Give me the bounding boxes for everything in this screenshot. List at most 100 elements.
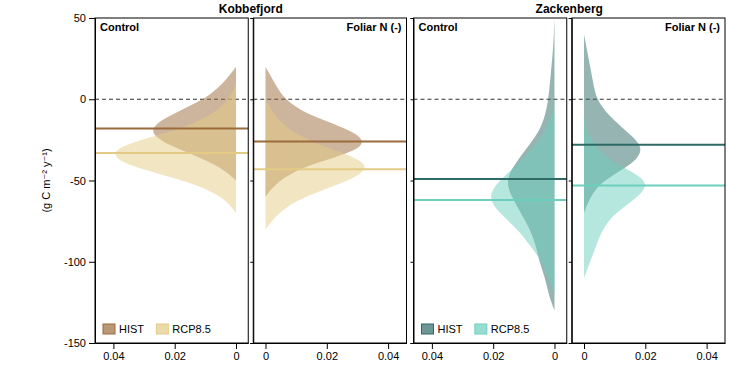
tick-mark <box>411 262 414 263</box>
legend: HIST RCP8.5 <box>422 323 530 335</box>
tick <box>411 343 414 344</box>
legend-swatch <box>156 324 168 334</box>
plot-area <box>253 67 406 230</box>
tick-label: 50 <box>74 12 86 24</box>
density-area <box>491 99 554 294</box>
tick <box>411 18 414 19</box>
legend-swatch <box>475 324 487 334</box>
tick-label: 0.04 <box>103 350 124 362</box>
axis-line <box>414 343 567 344</box>
tick-mark <box>89 181 95 182</box>
group-title: Kobbefjord <box>219 2 283 16</box>
tick-mark <box>250 99 253 100</box>
legend-label: HIST <box>438 323 463 335</box>
tick-mark <box>250 181 253 182</box>
tick <box>250 99 253 100</box>
mean-line <box>572 184 725 186</box>
tick: 0.02 <box>164 343 185 362</box>
panel: 0 0.02 0.04 Foliar N (-) <box>569 18 726 362</box>
tick-mark <box>569 99 572 100</box>
tick: 0 <box>80 93 95 105</box>
tick <box>569 99 572 100</box>
tick-mark <box>89 262 95 263</box>
tick: 0 <box>581 343 587 362</box>
legend-item: RCP8.5 <box>475 323 530 335</box>
tick-mark <box>645 343 646 349</box>
mean-line <box>572 144 725 146</box>
tick: 0 <box>233 343 239 362</box>
tick-label: 0 <box>80 93 86 105</box>
density-area <box>584 116 645 279</box>
legend: HIST RCP8.5 <box>103 323 211 335</box>
tick-mark <box>388 343 389 349</box>
density-area <box>266 99 365 229</box>
axis-line <box>250 19 254 344</box>
tick-label: 0.04 <box>378 350 399 362</box>
axis-line <box>411 19 415 344</box>
y-axis: 500-50-100-150 <box>64 12 96 349</box>
tick: -100 <box>64 256 95 268</box>
tick-label: 0.02 <box>164 350 185 362</box>
tick-label: 0.04 <box>696 350 717 362</box>
tick-mark <box>250 262 253 263</box>
panel-frame <box>95 18 248 343</box>
tick <box>569 262 572 263</box>
mean-line <box>95 152 248 154</box>
tick <box>250 262 253 263</box>
mean-line <box>414 178 567 180</box>
y-axis <box>250 19 254 344</box>
tick <box>569 181 572 182</box>
tick-mark <box>411 343 414 344</box>
plot-area <box>572 34 725 278</box>
mean-line <box>95 128 248 130</box>
y-axis <box>569 19 573 344</box>
density-area <box>116 83 236 213</box>
group-title: Zackenberg <box>536 2 603 16</box>
tick: 0.02 <box>317 343 338 362</box>
mean-line <box>253 141 406 143</box>
tick-label: 0 <box>552 350 558 362</box>
tick <box>569 343 572 344</box>
tick-mark <box>707 343 708 349</box>
panel-subtitle: Control <box>100 21 139 33</box>
axis-line <box>89 19 96 344</box>
tick: 50 <box>74 12 95 24</box>
tick-label: 0.02 <box>483 350 504 362</box>
tick-mark <box>250 343 253 344</box>
axis-line <box>569 19 573 344</box>
panel: 0.040.020ControlHISTRCP8.5 <box>411 18 568 362</box>
tick-mark <box>569 181 572 182</box>
tick-label: 0.02 <box>317 350 338 362</box>
panel-subtitle: Foliar N (-) <box>665 21 720 33</box>
legend-item: HIST <box>103 323 144 335</box>
tick-label: 0.04 <box>422 350 443 362</box>
axis-line <box>254 343 407 344</box>
panel: 0.040.020500-50-100-150ControlHISTRCP8.5 <box>64 12 249 362</box>
tick: 0.04 <box>422 343 443 362</box>
legend-label: RCP8.5 <box>172 323 211 335</box>
tick-mark <box>236 343 237 349</box>
x-axis: 00.020.04 <box>254 343 407 362</box>
panel-frame <box>253 18 406 343</box>
tick-mark <box>569 18 572 19</box>
tick: 0.02 <box>635 343 656 362</box>
tick <box>250 181 253 182</box>
tick: 0.04 <box>696 343 717 362</box>
x-axis: 0.04 0.02 0 <box>96 343 249 362</box>
y-axis <box>411 19 415 344</box>
tick <box>411 99 414 100</box>
axis-line <box>572 343 725 344</box>
legend-label: RCP8.5 <box>491 323 530 335</box>
tick-mark <box>89 343 95 344</box>
tick-label: -150 <box>64 337 86 349</box>
tick <box>250 18 253 19</box>
legend-item: RCP8.5 <box>156 323 211 335</box>
panel: 00.020.04Foliar N (-) <box>250 18 407 362</box>
tick-mark <box>411 181 414 182</box>
tick: 0.04 <box>378 343 399 362</box>
tick <box>250 343 253 344</box>
legend-swatch <box>422 324 434 334</box>
x-axis: 0 0.02 0.04 <box>572 343 725 362</box>
tick: 0 <box>552 343 558 362</box>
tick-mark <box>432 343 433 349</box>
